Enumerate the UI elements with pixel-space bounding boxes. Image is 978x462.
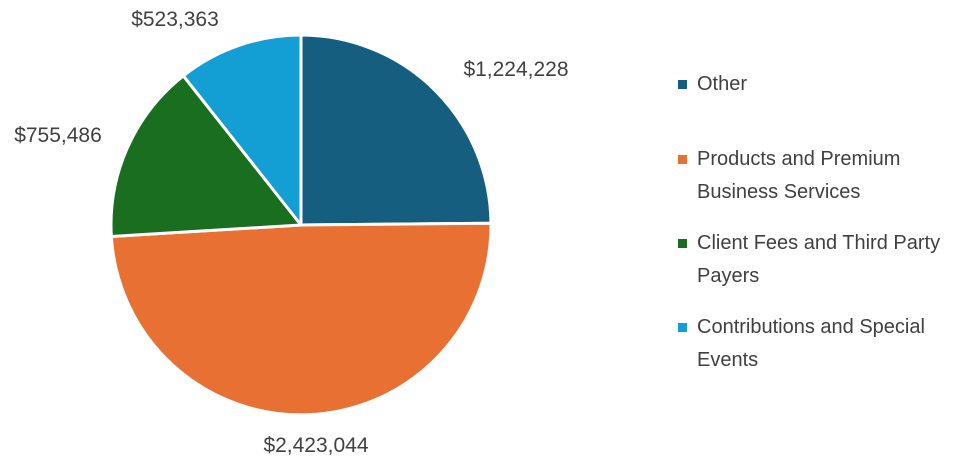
pie-slice-contributions — [181, 33, 303, 227]
legend-label-products-line-1: Products and Premium — [697, 148, 901, 170]
legend-item-contributions: Contributions and Special Events — [678, 311, 974, 377]
pie-slices — [109, 33, 493, 417]
legend-label-client-fees-line-2: Payers — [697, 265, 760, 287]
legend-item-client-fees: Client Fees and Third Party Payers — [678, 227, 974, 293]
legend: Other Products and Premium Business Serv… — [678, 68, 974, 395]
legend-swatch-contributions — [678, 323, 687, 332]
legend-item-other: Other — [678, 68, 974, 101]
legend-label-products-line-2: Business Services — [697, 181, 861, 203]
data-label-products: $2,423,044 — [263, 434, 368, 457]
legend-swatch-other — [678, 80, 687, 89]
data-label-other: $1,224,228 — [463, 58, 568, 81]
legend-label-contributions-line-1: Contributions and Special — [697, 316, 925, 338]
legend-swatch-products — [678, 155, 687, 164]
legend-item-products: Products and Premium Business Services — [678, 143, 974, 209]
legend-label-other-line-1: Other — [697, 73, 748, 95]
data-label-contributions: $523,363 — [131, 8, 219, 31]
data-label-client-fees: $755,486 — [14, 124, 102, 147]
pie-slice-products — [109, 221, 493, 417]
pie-slice-client-fees — [109, 74, 303, 238]
legend-swatch-client-fees — [678, 239, 687, 248]
pie-data-labels: $1,224,228 $2,423,044 $755,486 $523,363 — [14, 8, 568, 457]
pie-slice-other — [299, 33, 493, 227]
legend-label-contributions-line-2: Events — [697, 349, 759, 371]
legend-label-client-fees-line-1: Client Fees and Third Party — [697, 232, 941, 254]
